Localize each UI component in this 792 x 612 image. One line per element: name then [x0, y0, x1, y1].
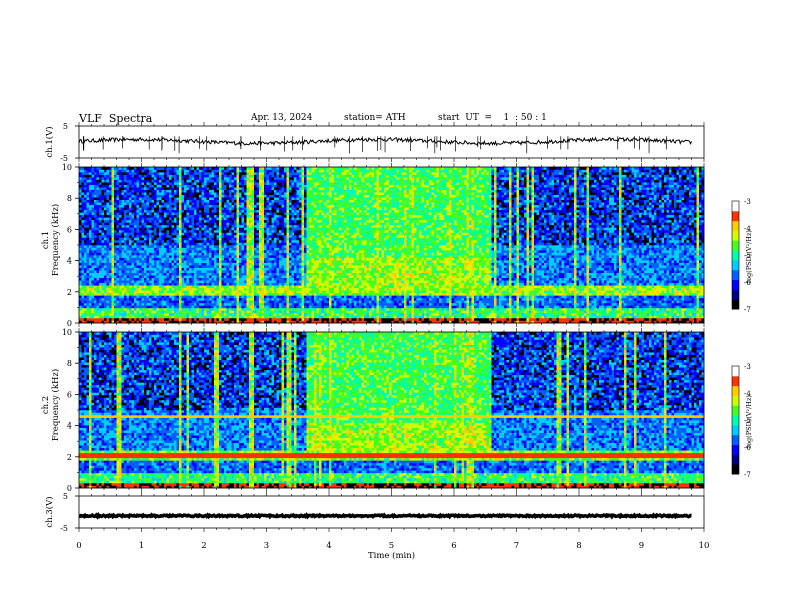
colorbar-tick-label: -5: [744, 252, 751, 260]
y-tick-label: 4: [67, 422, 72, 431]
spectrogram-cells: [79, 167, 705, 324]
date-label: Apr. 13, 2024: [251, 113, 312, 123]
y-tick-label: 8: [67, 359, 72, 368]
panel-frame: [78, 495, 705, 529]
y-tick-label: 4: [67, 257, 72, 266]
y-tick-label: 5: [63, 122, 68, 131]
x-tick-label: 3: [264, 541, 269, 551]
y-tick-label: 6: [67, 225, 72, 234]
y-tick-label: 6: [67, 390, 72, 399]
y-tick-label: -5: [60, 154, 68, 163]
station-label: station= ATH: [344, 113, 406, 123]
x-tick-label: 0: [76, 541, 81, 551]
colorbar-tick-label: -7: [744, 306, 751, 314]
x-axis-label: Time (min): [368, 550, 415, 561]
colorbar-tick-label: -5: [744, 417, 751, 425]
colorbar-tick-label: -4: [744, 225, 751, 233]
x-tick-label: 10: [699, 541, 710, 551]
y-tick-label: 0: [67, 319, 72, 328]
panel-3: 5 -5 ch.3(V): [44, 492, 705, 533]
x-tick-label: 2: [201, 541, 206, 551]
x-tick-label: 1: [139, 541, 144, 551]
x-tick-label: 6: [451, 541, 456, 551]
x-tick-label: 5: [389, 541, 394, 551]
y-tick-label: 2: [67, 453, 72, 462]
y-tick-label: 0: [67, 484, 72, 493]
panel-2: -3 -4 -5 -6 -7 log(PSD)(V²/Hz) 0 2 4 6 8 10 ch.2 Freq…: [41, 328, 753, 493]
y-tick-label: 2: [67, 288, 72, 297]
y-axis-label: ch.1(V): [44, 126, 55, 157]
colorbar-tick-label: -3: [744, 198, 751, 206]
y-axis-channel: ch.1: [41, 231, 51, 249]
start-time-label: start UT = 1 : 50 : 1: [438, 113, 547, 123]
colorbar-tick-label: -6: [744, 279, 751, 287]
y-tick-label: -5: [60, 524, 68, 533]
colorbar: -3 -4 -5 -6 -7 log(PSD)(V²/Hz): [731, 198, 753, 314]
y-tick-label: 8: [67, 194, 72, 203]
colorbar-tick-label: -7: [744, 471, 751, 479]
colorbar-tick-label: -4: [744, 390, 751, 398]
y-tick-label: 10: [62, 163, 72, 172]
panel-0: 5 -5 ch.1(V): [44, 122, 705, 163]
colorbar-label: log(PSD)(V²/Hz): [745, 395, 753, 448]
figure-title: VLF Spectra: [79, 112, 152, 125]
y-axis-label: ch.3(V): [44, 496, 55, 527]
colorbar-tick-label: -6: [744, 444, 751, 452]
x-tick-label: 4: [326, 541, 331, 551]
y-axis-channel: ch.2: [41, 396, 51, 414]
x-tick-label: 7: [514, 541, 519, 551]
colorbar-label: log(PSD)(V²/Hz): [745, 230, 753, 283]
colorbar: -3 -4 -5 -6 -7 log(PSD)(V²/Hz): [731, 363, 753, 479]
panel-frame: [78, 125, 705, 159]
y-axis-label: Frequency (kHz): [50, 369, 61, 441]
y-tick-label: 5: [63, 492, 68, 501]
spectrogram-cells: [79, 332, 705, 489]
panel-1: -3 -4 -5 -6 -7 log(PSD)(V²/Hz) 0 2 4 6 8 10 ch.1 Freq…: [41, 163, 753, 328]
y-tick-label: 10: [62, 328, 72, 337]
x-tick-label: 8: [576, 541, 581, 551]
x-tick-label: 9: [639, 541, 644, 551]
colorbar-tick-label: -3: [744, 363, 751, 371]
y-axis-label: Frequency (kHz): [50, 204, 61, 276]
waveform-trace: [78, 512, 692, 520]
